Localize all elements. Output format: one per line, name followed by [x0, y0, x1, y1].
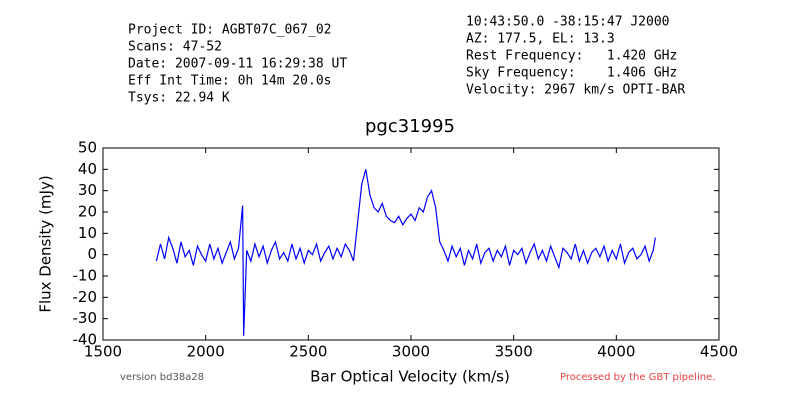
y-tick-label: 50 — [78, 139, 97, 157]
header-line: Project ID: AGBT07C_067_02 — [128, 23, 332, 38]
header-line: Sky Frequency: 1.406 GHz — [466, 66, 677, 81]
y-tick-label: 40 — [78, 160, 97, 178]
x-tick-label: 2000 — [187, 343, 225, 361]
header-line: Rest Frequency: 1.420 GHz — [466, 49, 677, 64]
header-line: Tsys: 22.94 K — [128, 91, 230, 106]
spectrum-line — [155, 169, 656, 336]
y-tick-label: -20 — [73, 288, 98, 306]
x-tick-label: 1500 — [84, 343, 122, 361]
x-tick-label: 2500 — [289, 343, 327, 361]
x-tick-label: 4000 — [597, 343, 635, 361]
x-axis-label: Bar Optical Velocity (km/s) — [310, 368, 510, 386]
header-line: AZ: 177.5, EL: 13.3 — [466, 32, 615, 47]
header-line: Scans: 47-52 — [128, 40, 222, 55]
x-tick-label: 3500 — [495, 343, 533, 361]
y-tick-label: 20 — [78, 203, 97, 221]
y-tick-label: -10 — [73, 267, 98, 285]
y-tick-label: -40 — [73, 331, 98, 349]
y-tick-label: 10 — [78, 224, 97, 242]
y-tick-label: -30 — [73, 309, 98, 327]
chart-title: pgc31995 — [365, 116, 455, 137]
plot-frame — [102, 147, 720, 341]
header-line: Velocity: 2967 km/s OPTI-BAR — [466, 83, 685, 98]
y-tick-label: 30 — [78, 181, 97, 199]
pipeline-note: Processed by the GBT pipeline. — [560, 372, 715, 383]
y-axis-label: Flux Density (mJy) — [37, 175, 55, 312]
header-line: 10:43:50.0 -38:15:47 J2000 — [466, 15, 670, 30]
x-tick-label: 4500 — [700, 343, 738, 361]
y-tick-label: 0 — [87, 245, 97, 263]
header-line: Eff Int Time: 0h 14m 20.0s — [128, 74, 332, 89]
x-tick-label: 3000 — [392, 343, 430, 361]
version-note: version bd38a28 — [120, 372, 204, 383]
header-line: Date: 2007-09-11 16:29:38 UT — [128, 57, 347, 72]
